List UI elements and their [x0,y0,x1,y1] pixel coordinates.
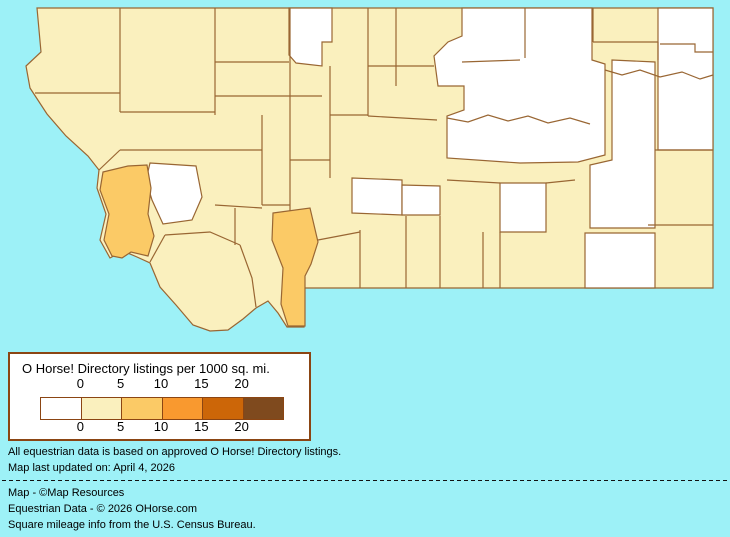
legend-swatch-3 [162,398,203,419]
county-border-line [149,234,166,263]
county-south-central-orange [271,207,319,327]
legend-tick-label: 5 [117,376,125,391]
county-ne-corner-white [657,7,714,151]
montana-choropleth-map [25,7,714,332]
legend-tick-label: 0 [76,376,84,391]
county-se-white [584,232,656,289]
legend-tick-label: 15 [194,419,209,434]
map-legend: O Horse! Directory listings per 1000 sq.… [8,352,311,441]
legend-tick-label: 10 [153,376,169,391]
dashed-divider-line [2,480,730,481]
county-border-line [164,231,241,246]
county-border-line [98,149,121,171]
county-border-line [545,179,576,184]
legend-tick-label: 5 [117,419,125,434]
legend-swatch-1 [81,398,122,419]
legend-tick-label: 15 [194,376,209,391]
map-copyright-credit: Map - ©Map Resources [8,487,125,499]
legend-swatch-5 [243,398,283,419]
legend-title: O Horse! Directory listings per 1000 sq.… [22,361,270,376]
county-west-orange [99,164,155,259]
legend-swatch-4 [203,398,244,419]
legend-swatch-0 [41,398,82,419]
last-updated-note: Map last updated on: April 4, 2026 [8,462,175,474]
county-north-center-white [433,7,606,164]
county-border-line [461,59,521,63]
legend-tick-label: 10 [153,419,169,434]
legend-color-ramp [40,397,284,420]
legend-ticks-bottom: 0 5 10 15 20 [10,419,309,434]
county-border-line [214,204,263,209]
county-border-line [604,69,714,80]
legend-tick-label: 20 [234,376,249,391]
county-south-center-white [499,182,547,233]
county-border-line [367,115,438,121]
legend-tick-label: 0 [76,419,84,434]
county-central-white-2 [401,184,441,216]
data-copyright-credit: Equestrian Data - © 2026 OHorse.com [8,503,198,515]
data-source-note: All equestrian data is based on approved… [8,446,342,458]
county-border-line [660,43,713,53]
county-border-line [446,114,591,125]
county-east-column-white [589,59,656,229]
county-border-line [239,244,257,308]
county-border-line [446,179,501,184]
legend-tick-label: 20 [234,419,249,434]
legend-ticks-top: 0 5 10 15 20 [10,376,309,391]
legend-swatch-2 [122,398,163,419]
census-credit: Square mileage info from the U.S. Census… [8,519,256,531]
county-central-white-1 [351,177,403,216]
county-border-line [317,231,361,241]
